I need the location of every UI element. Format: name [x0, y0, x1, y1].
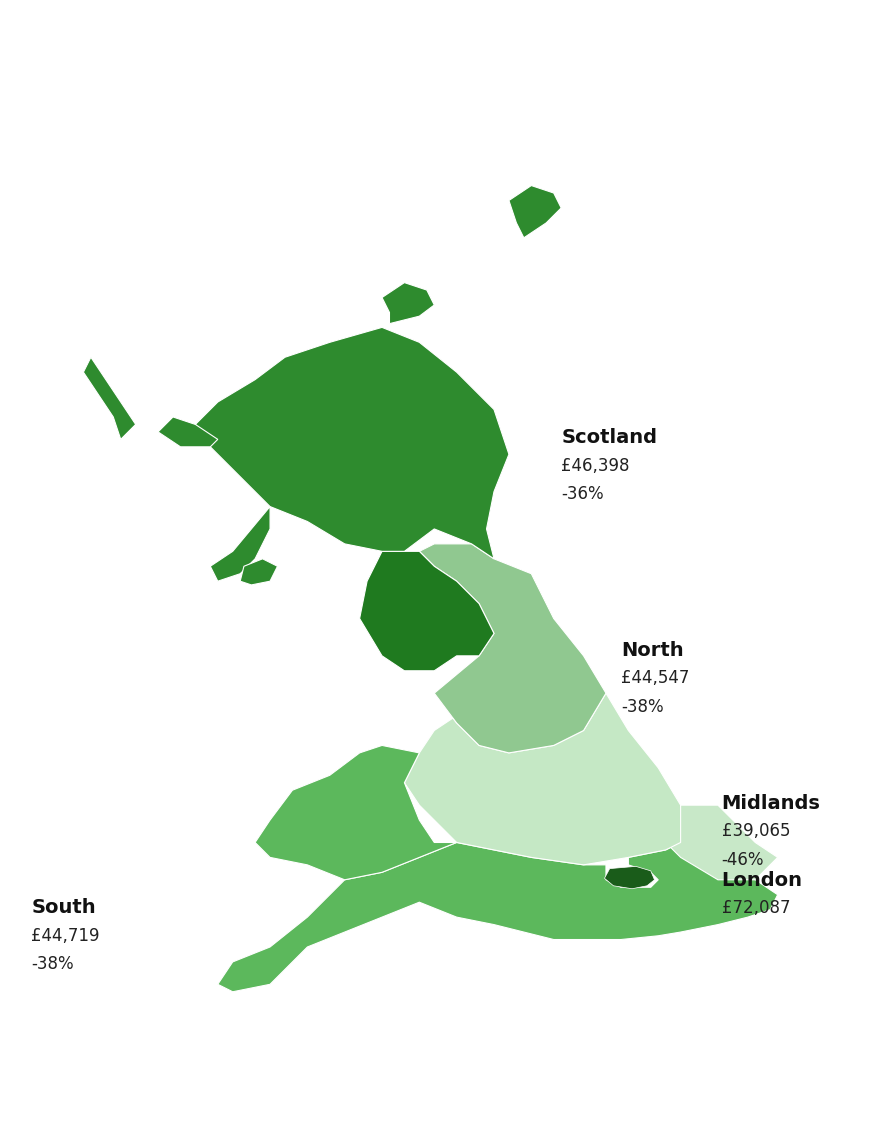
- Text: £44,547: £44,547: [621, 669, 689, 687]
- Text: £44,719: £44,719: [32, 927, 100, 945]
- Text: £39,065: £39,065: [722, 822, 790, 840]
- Text: London: London: [722, 871, 802, 890]
- Text: -38%: -38%: [621, 698, 663, 716]
- Polygon shape: [255, 746, 456, 880]
- Polygon shape: [195, 327, 509, 559]
- Text: -38%: -38%: [32, 955, 74, 974]
- Text: Midlands: Midlands: [722, 793, 821, 813]
- Text: £46,398: £46,398: [562, 456, 630, 474]
- Text: South: South: [32, 898, 95, 918]
- Polygon shape: [218, 842, 778, 992]
- Polygon shape: [83, 357, 136, 439]
- Polygon shape: [382, 283, 434, 324]
- Polygon shape: [604, 866, 654, 889]
- Polygon shape: [240, 559, 278, 585]
- Text: Scotland: Scotland: [562, 429, 657, 447]
- Polygon shape: [210, 506, 270, 581]
- Text: -36%: -36%: [562, 484, 604, 503]
- Polygon shape: [420, 544, 606, 752]
- Polygon shape: [158, 417, 218, 447]
- Text: North: North: [621, 641, 683, 660]
- Polygon shape: [405, 693, 681, 865]
- Polygon shape: [509, 186, 562, 238]
- Polygon shape: [666, 805, 778, 880]
- Polygon shape: [360, 552, 494, 670]
- Text: -46%: -46%: [722, 850, 764, 869]
- Text: £72,087: £72,087: [722, 899, 790, 918]
